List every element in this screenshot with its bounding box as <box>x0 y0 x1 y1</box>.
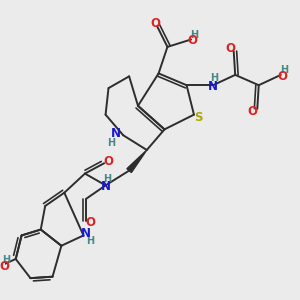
Text: H: H <box>107 138 115 148</box>
Text: O: O <box>277 70 287 83</box>
Text: O: O <box>103 155 113 168</box>
Text: O: O <box>188 34 197 47</box>
Text: H: H <box>103 174 111 184</box>
Text: H: H <box>211 73 219 83</box>
Text: O: O <box>151 17 160 30</box>
Polygon shape <box>127 150 147 172</box>
Text: N: N <box>111 127 121 140</box>
Text: O: O <box>248 105 258 118</box>
Text: O: O <box>226 42 236 55</box>
Text: S: S <box>194 111 202 124</box>
Text: H: H <box>2 255 10 265</box>
Text: H: H <box>190 30 198 40</box>
Text: H: H <box>280 64 288 75</box>
Text: H: H <box>86 236 94 246</box>
Text: O: O <box>86 216 96 229</box>
Text: N: N <box>100 180 111 193</box>
Text: O: O <box>0 260 9 273</box>
Text: N: N <box>208 80 218 93</box>
Text: N: N <box>81 227 91 241</box>
